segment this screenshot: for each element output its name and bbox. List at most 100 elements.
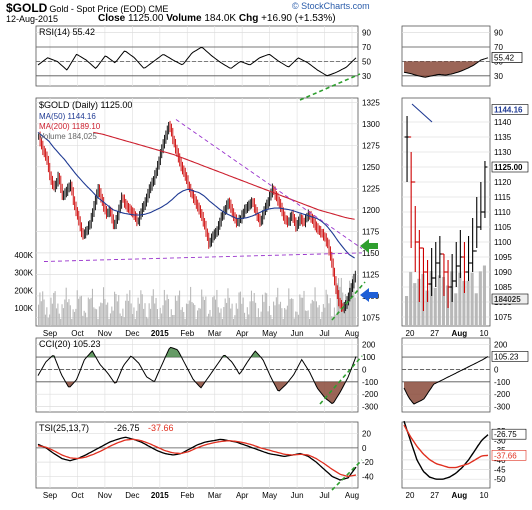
volume-bar-0 (38, 304, 40, 326)
volume-bar-125 (210, 316, 212, 326)
volume-bar-176 (281, 308, 283, 326)
volume-bar-229 (354, 297, 356, 326)
zoom-volume-bar-9 (441, 276, 445, 326)
zoom-volume-bar-3 (417, 278, 421, 326)
volume-bar-40 (93, 307, 95, 326)
volume-bar-207 (324, 307, 326, 326)
x-tick-price-6: Mar (208, 329, 222, 338)
volume-bar-86 (156, 309, 158, 326)
volume-bar-169 (271, 318, 273, 326)
y-tick-rsi-main-1: 50 (362, 57, 371, 66)
y-tick-price-main-8: 1275 (362, 141, 380, 150)
y-tick-price-main-7: 1250 (362, 163, 380, 172)
volume-bar-80 (148, 303, 150, 326)
fill-low-rsi-zoom (404, 61, 488, 78)
volume-bar-189 (299, 294, 301, 326)
volume-bar-134 (223, 307, 225, 326)
volume-bar-72 (137, 297, 139, 326)
header-date: 12-Aug-2015 (6, 14, 59, 24)
series-line-tsi-zoom-1 (403, 424, 489, 469)
volume-bar-4 (43, 299, 45, 326)
legend-tsi-value: -26.75 (114, 423, 140, 433)
x-tick-price-1: Oct (71, 329, 84, 338)
volume-bar-197 (310, 303, 312, 326)
volume-bar-106 (184, 318, 186, 326)
y-tick-price-zoom-3: 1090 (494, 268, 512, 277)
exchange-text: CME (148, 4, 169, 14)
volume-bar-171 (274, 305, 276, 326)
volume-bar-172 (275, 297, 277, 326)
x-tick-price-0: Sep (43, 329, 58, 338)
volume-bar-155 (252, 301, 254, 326)
volume-bar-213 (332, 316, 334, 326)
volume-bar-63 (125, 300, 127, 326)
y-tick-price-zoom-6: 1105 (494, 223, 512, 232)
zoom-price-tag-box (491, 161, 529, 173)
x-tick-tsi-1: Oct (71, 491, 84, 500)
volume-bar-133 (221, 318, 223, 326)
panel-cci-frame (35, 337, 359, 413)
volume-bar-116 (198, 307, 200, 326)
volume-bar-153 (249, 301, 251, 326)
volume-bar-99 (174, 295, 176, 326)
ma200-line (93, 131, 355, 220)
cci-value-tag-box (491, 351, 529, 362)
cci-value-tag: 105.23 (494, 352, 519, 361)
volume-bar-144 (237, 308, 239, 326)
volume-bar-205 (321, 311, 323, 326)
y-tick-price-zoom-11: 1130 (494, 148, 512, 157)
volume-bar-199 (313, 301, 315, 326)
panel-rsi-zoom-frame (401, 25, 491, 87)
y-tick-cci-zoom-5: 200 (494, 341, 508, 350)
volume-bar-97 (172, 314, 174, 326)
x-tick-zoom-price-0: 20 (406, 329, 415, 338)
volume-bar-79 (147, 318, 149, 326)
volume-bar-91 (163, 289, 165, 326)
volume-bar-51 (108, 318, 110, 326)
volume-bar-191 (302, 297, 304, 326)
annotation-price (331, 281, 366, 321)
volume-bar-185 (293, 318, 295, 326)
volume-bar-104 (181, 307, 183, 326)
y-tick-cci-zoom-1: -200 (494, 390, 511, 399)
stockcharts-brand: © StockCharts.com (292, 1, 370, 11)
volume-bar-16 (60, 318, 62, 326)
zoom-volume-bar-12 (454, 293, 458, 326)
y-tick-tsi-main-0: -40 (362, 472, 374, 481)
zoom-volume-bar-5 (425, 290, 429, 326)
volume-bar-139 (230, 308, 232, 326)
series-line-rsi-main-0 (37, 46, 357, 77)
volume-bar-187 (296, 311, 298, 326)
volume-bar-3 (42, 291, 44, 326)
volume-bar-124 (209, 309, 211, 326)
y-tick-rsi-zoom-2: 70 (494, 43, 503, 52)
panel-tsi-zoom-frame (401, 421, 491, 489)
volume-bar-175 (279, 301, 282, 326)
y-tick-tsi-zoom-0: -50 (494, 475, 506, 484)
y-tick-rsi-main-3: 90 (362, 29, 371, 38)
volume-bar-113 (194, 304, 196, 326)
volume-bar-37 (89, 299, 91, 326)
volume-bar-204 (320, 318, 322, 326)
y-tick-rsi-main-2: 70 (362, 43, 371, 52)
zoom-volume-tag-box (491, 293, 529, 305)
volume-bar-71 (136, 310, 138, 326)
volume-bar-82 (151, 295, 153, 326)
x-tick-zoom-price-3: 10 (480, 329, 489, 338)
volume-bar-154 (250, 290, 253, 326)
volume-bar-42 (96, 309, 98, 326)
zoom-volume-bar-18 (478, 271, 482, 326)
x-tick-price-9: Jun (291, 329, 304, 338)
volume-bar-19 (64, 299, 66, 326)
volume-bar-141 (232, 318, 235, 326)
volume-bar-127 (213, 295, 215, 326)
volume-bar-52 (109, 313, 111, 326)
volume-bar-161 (260, 311, 262, 326)
volume-bar-21 (67, 302, 69, 326)
x-tick-zoom-tsi-1: 27 (430, 491, 439, 500)
volume-bar-7 (47, 317, 49, 326)
volume-bar-165 (266, 293, 268, 326)
volume-bar-163 (263, 301, 265, 326)
volume-bar-136 (226, 302, 228, 326)
volume-bar-131 (219, 312, 221, 326)
